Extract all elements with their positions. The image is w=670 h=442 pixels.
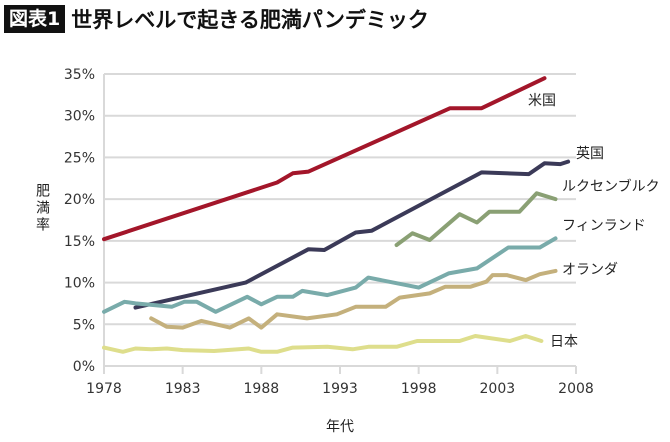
- x-axis-title: 年代: [326, 419, 354, 435]
- y-tick-label: 20%: [64, 192, 95, 208]
- series-line-フィンランド: [102, 236, 558, 314]
- x-tick-label: 1988: [244, 381, 280, 397]
- series-line-オランダ: [149, 268, 558, 330]
- series-line-英国: [133, 159, 571, 310]
- y-tick-label: 35%: [64, 67, 95, 83]
- series-line-米国: [102, 76, 547, 242]
- y-tick-label: 10%: [64, 276, 95, 292]
- series-label: フィンランド: [562, 218, 646, 234]
- y-axis-title: 肥満率: [34, 183, 50, 234]
- series-label: 日本: [550, 334, 578, 350]
- series-label: ルクセンブルク: [562, 178, 660, 195]
- x-tick-label: 1993: [322, 381, 358, 397]
- x-tick-label: 2003: [480, 381, 516, 397]
- x-tick-label: 1998: [401, 381, 437, 397]
- y-tick-label: 5%: [73, 317, 95, 333]
- series-line-ルクセンブルク: [394, 191, 558, 247]
- y-tick-label: 15%: [64, 234, 95, 250]
- series-label: 英国: [576, 145, 604, 162]
- x-tick-label: 1978: [86, 381, 122, 397]
- series-label: オランダ: [562, 262, 618, 278]
- series-line-日本: [102, 334, 544, 354]
- y-tick-label: 0%: [73, 359, 95, 375]
- x-tick-label: 2008: [558, 381, 594, 397]
- chart-title: 世界レベルで起きる肥満パンデミック: [71, 8, 429, 32]
- y-tick-label: 30%: [64, 109, 95, 125]
- series-label: 米国: [528, 93, 556, 109]
- figure-tag: 図表1: [4, 5, 66, 33]
- y-tick-label: 25%: [64, 150, 95, 166]
- title-bar: 図表1 世界レベルで起きる肥満パンデミック: [4, 4, 429, 34]
- x-tick-label: 1983: [165, 381, 201, 397]
